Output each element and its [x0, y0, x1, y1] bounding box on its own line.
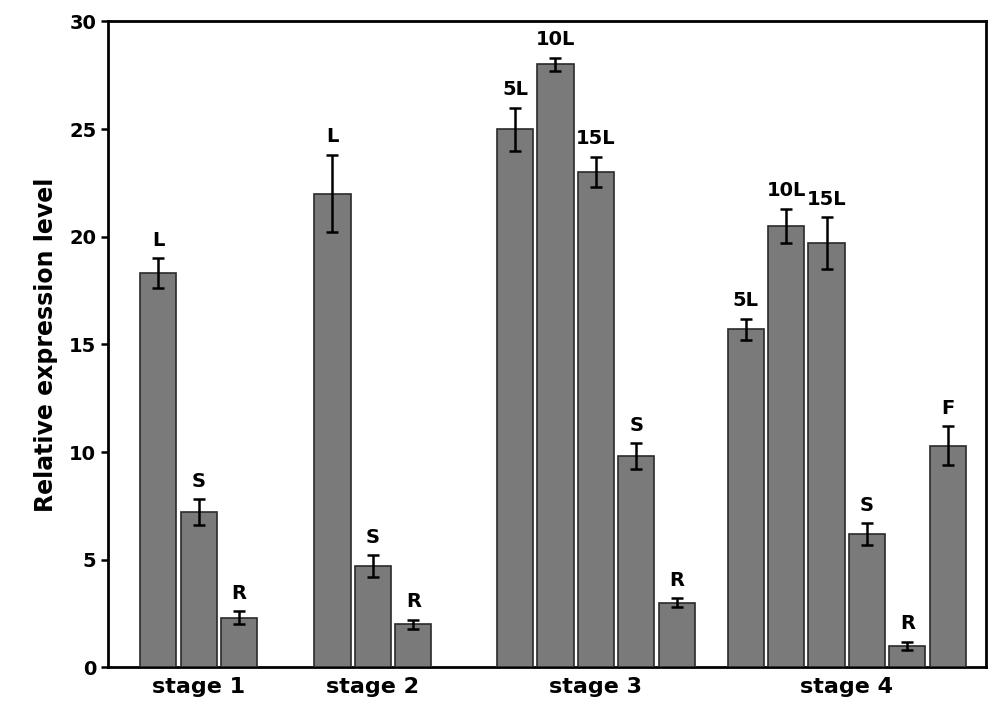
Bar — [578, 172, 614, 668]
Text: S: S — [192, 472, 206, 491]
Bar — [355, 566, 391, 668]
Bar — [808, 243, 845, 668]
Bar — [537, 65, 574, 668]
Text: S: S — [366, 528, 380, 547]
Bar — [889, 646, 925, 668]
Text: R: R — [669, 571, 684, 590]
Text: 10L: 10L — [766, 181, 806, 200]
Bar — [728, 329, 764, 668]
Bar — [314, 193, 351, 668]
Bar — [395, 624, 431, 668]
Text: S: S — [860, 496, 874, 515]
Bar — [181, 513, 217, 668]
Text: R: R — [232, 584, 247, 603]
Text: F: F — [941, 399, 954, 417]
Text: L: L — [326, 127, 339, 146]
Bar — [659, 603, 695, 668]
Text: 5L: 5L — [502, 80, 528, 99]
Text: 10L: 10L — [536, 31, 575, 49]
Bar — [849, 534, 885, 668]
Text: R: R — [406, 592, 421, 611]
Text: L: L — [152, 230, 164, 250]
Bar — [497, 129, 533, 668]
Bar — [221, 618, 257, 668]
Text: 15L: 15L — [576, 129, 616, 149]
Bar — [768, 226, 804, 668]
Text: 5L: 5L — [733, 291, 759, 310]
Bar — [140, 273, 176, 668]
Y-axis label: Relative expression level: Relative expression level — [34, 177, 58, 512]
Bar — [930, 446, 966, 668]
Text: R: R — [900, 614, 915, 633]
Text: 15L: 15L — [807, 190, 846, 209]
Bar — [618, 456, 654, 668]
Text: S: S — [629, 416, 643, 435]
